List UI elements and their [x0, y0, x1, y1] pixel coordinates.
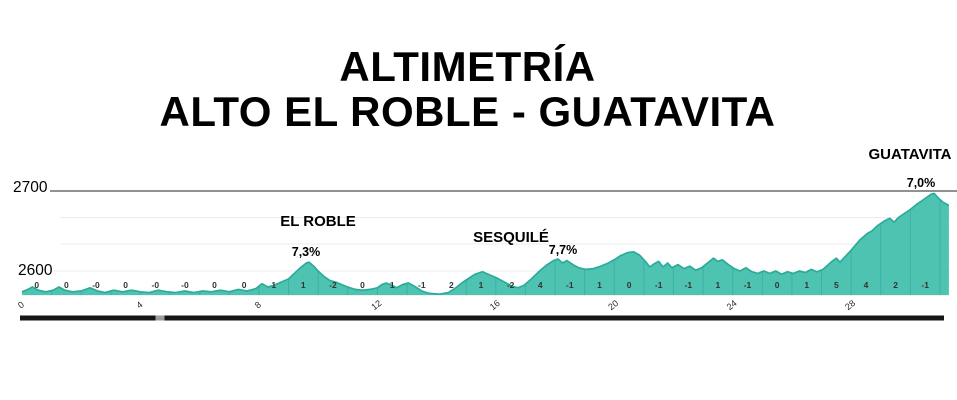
gradient-label: 1	[301, 280, 306, 290]
gradient-label: 0	[212, 280, 217, 290]
chart-title-line1: ALTIMETRÍA	[339, 43, 596, 90]
chart-title-block: ALTIMETRÍA ALTO EL ROBLE - GUATAVITA	[0, 44, 935, 134]
gradient-label: -0	[92, 280, 100, 290]
gradient-label: -1	[921, 280, 929, 290]
gradient-label: 0	[123, 280, 128, 290]
gradient-label: -0	[152, 280, 160, 290]
profile-line	[21, 192, 950, 296]
gradient-label: 1	[804, 280, 809, 290]
gradient-label: 2	[893, 280, 898, 290]
gradient-label: -1	[744, 280, 752, 290]
x-tick-label: 24	[725, 298, 739, 312]
gradient-label: 2	[449, 280, 454, 290]
gradient-label: 0	[627, 280, 632, 290]
bottom-bar-notch	[155, 315, 165, 321]
gradient-label: -1	[685, 280, 693, 290]
x-tick-label: 12	[369, 298, 383, 312]
chart-title-line2: ALTO EL ROBLE - GUATAVITA	[159, 88, 776, 135]
gradient-label: 4	[538, 280, 543, 290]
gradient-label: 0	[34, 280, 39, 290]
x-tick-label: 0	[16, 300, 26, 311]
x-tick-label: 16	[488, 298, 502, 312]
gradient-label: 5	[834, 280, 839, 290]
gradient-label: -1	[418, 280, 426, 290]
summit-grade-label: 7,3%	[292, 245, 321, 259]
gradient-label: -1	[566, 280, 574, 290]
bottom-bar	[20, 315, 944, 321]
gradient-label: 0	[360, 280, 365, 290]
gradient-label: 0	[775, 280, 780, 290]
profile-area	[22, 193, 949, 295]
summit-name-label: SESQUILÉ	[473, 229, 549, 246]
gradient-label: -2	[507, 280, 515, 290]
summit-name-label: GUATAVITA	[868, 146, 951, 163]
summit-grade-label: 7,0%	[907, 176, 936, 190]
gradient-label: 1	[716, 280, 721, 290]
summit-grade-label: 7,7%	[549, 243, 578, 257]
gradient-label: 4	[864, 280, 869, 290]
x-tick-label: 8	[253, 300, 263, 311]
gradient-label: 0	[64, 280, 69, 290]
gradient-label: 1	[271, 280, 276, 290]
gradient-label: 1	[390, 280, 395, 290]
x-tick-label: 20	[606, 298, 620, 312]
x-tick-label: 4	[134, 300, 144, 311]
gradient-label: -1	[655, 280, 663, 290]
summit-name-label: EL ROBLE	[280, 213, 356, 230]
gradient-label: 0	[242, 280, 247, 290]
x-tick-label: 28	[843, 298, 857, 312]
gradient-label: -0	[181, 280, 189, 290]
gradient-label: -2	[329, 280, 337, 290]
gradient-label: 1	[597, 280, 602, 290]
y-axis-label: 2700	[13, 179, 48, 196]
gradient-label: 1	[479, 280, 484, 290]
y-axis-label: 2600	[18, 262, 53, 279]
